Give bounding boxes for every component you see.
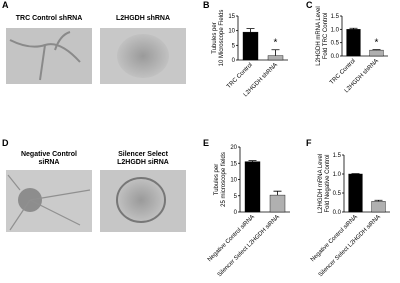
x-tick-label: Negative Control siRNA [207,214,256,263]
y-tick-label: 0.0 [331,54,340,60]
y-tick-label: 10 [228,29,235,35]
y-tick-label: 0.0 [333,210,342,216]
caption: Negative Control [21,151,77,158]
y-tick-label: 1.5 [331,14,340,20]
y-tick-label: 0 [234,210,238,216]
caption: L2HGDH siRNA [117,159,169,166]
panel-label: C [306,0,313,10]
micrograph-a1 [6,28,92,84]
panel-label: E [203,138,209,148]
y-tick-label: 0 [232,58,236,64]
y-tick-label: 1.0 [333,172,342,178]
error-bar [349,27,358,30]
error-bar [246,28,255,33]
y-axis-label: L2HGDH mRNA Level [318,154,324,213]
bar [369,49,384,57]
bar [267,55,284,61]
significance: * [375,38,379,49]
y-axis-label: 10 Microscope Fields [219,10,225,67]
bar [346,29,361,57]
y-tick-label: 1.5 [333,153,342,159]
y-axis-label: Tubules per [212,22,218,53]
error-bar [374,199,383,202]
x-tick-label: Negative Control siRNA [310,214,359,263]
bar [371,201,386,213]
significance: * [274,38,278,49]
micrograph-a2 [100,28,186,84]
caption: siRNA [38,159,59,166]
y-tick-label: 0.5 [333,191,342,197]
micrograph-d2 [100,170,186,232]
panel-label: B [203,0,210,10]
bar [242,31,259,61]
y-tick-label: 0.5 [331,41,340,47]
error-bar [248,160,257,162]
y-tick-label: 15 [230,161,237,167]
y-axis-label: Fold Negative Control [325,154,331,212]
micrograph-d1 [6,170,92,232]
y-tick-label: 5 [232,43,236,49]
panel-label: F [306,138,312,148]
error-bar [271,49,280,56]
y-tick-label: 15 [228,14,235,20]
y-axis-label: 25 microscope fields [221,152,227,207]
y-tick-label: 10 [230,178,237,184]
y-axis-label: Fold TRC Control [323,13,329,60]
caption: TRC Control shRNA [16,15,83,22]
panel-label: D [2,138,9,148]
y-tick-label: 20 [230,145,237,151]
y-tick-label: 5 [234,194,238,200]
error-bar [372,49,381,51]
y-tick-label: 1.0 [331,27,340,33]
bar [348,173,363,213]
caption: Silencer Select [118,151,168,158]
panel-label: A [2,0,9,10]
bar [269,194,286,213]
bar [244,161,261,213]
y-axis-label: L2HGDH mRNA Level [316,6,322,65]
caption: L2HGDH shRNA [116,15,170,22]
y-axis-label: Tubules per [214,164,220,195]
error-bar [273,190,282,196]
